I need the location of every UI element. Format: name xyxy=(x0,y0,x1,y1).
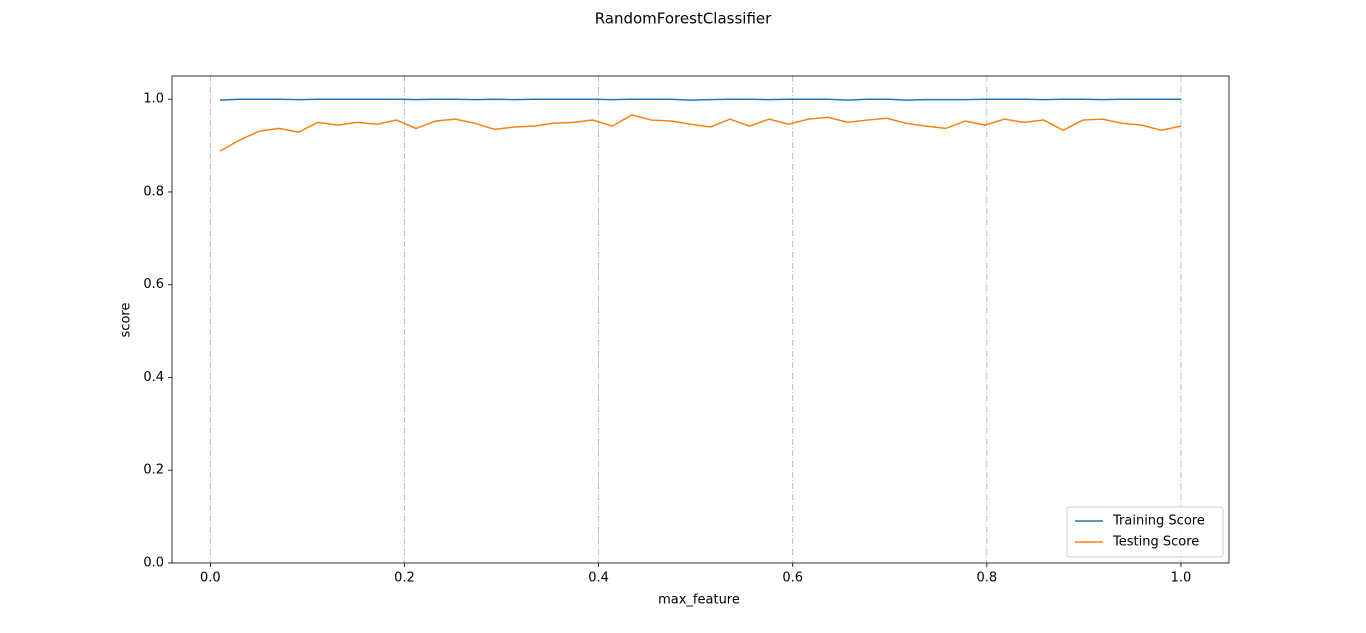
legend-label: Training Score xyxy=(1112,514,1205,529)
x-tick-label: 1.0 xyxy=(1171,571,1192,586)
x-tick-label: 0.0 xyxy=(200,571,221,586)
y-tick-label: 0.6 xyxy=(143,277,164,292)
line-series xyxy=(220,98,1181,101)
x-tick-label: 0.6 xyxy=(782,571,803,586)
y-tick-label: 1.0 xyxy=(143,92,164,107)
legend: Training Score Testing Score xyxy=(1066,506,1224,558)
y-tick-label: 0.2 xyxy=(143,463,164,478)
y-tick-label: 0.8 xyxy=(143,184,164,199)
x-tick-label: 0.8 xyxy=(976,571,997,586)
axes-frame xyxy=(171,75,1230,564)
x-axis-label: max_feature xyxy=(658,593,740,608)
y-tick-label: 0.0 xyxy=(143,556,164,571)
y-tick-label: 0.4 xyxy=(143,370,164,385)
x-tick-label: 0.2 xyxy=(394,571,415,586)
legend-box xyxy=(1066,506,1224,558)
x-tick-label: 0.4 xyxy=(588,571,609,586)
chart-title: RandomForestClassifier xyxy=(595,10,772,28)
y-axis-label: score xyxy=(119,303,134,338)
line-series xyxy=(219,114,1182,152)
legend-label: Testing Score xyxy=(1112,535,1199,550)
